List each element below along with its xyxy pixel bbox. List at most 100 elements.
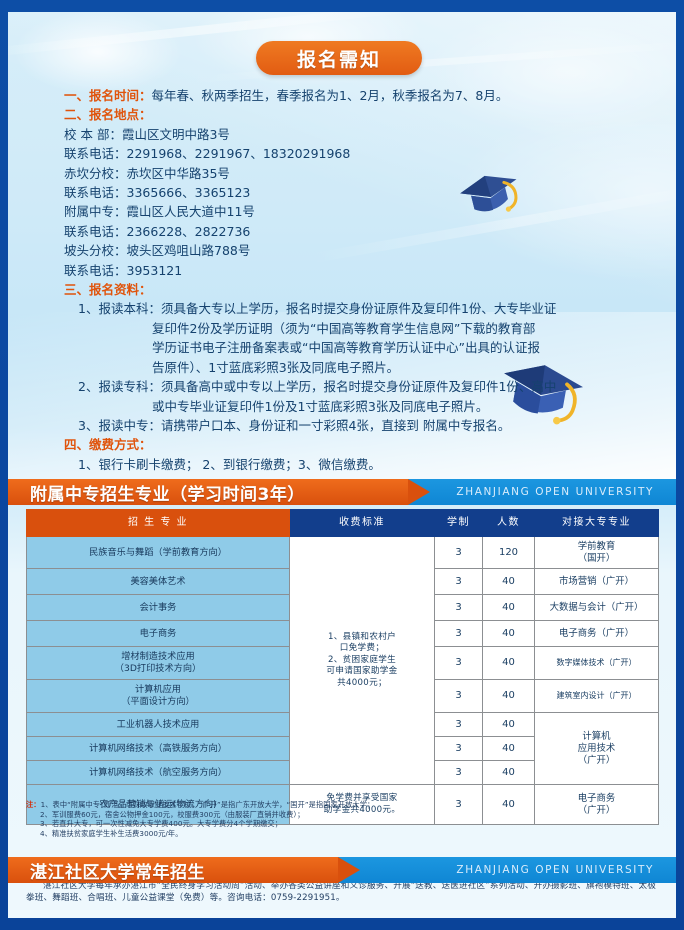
note-item: 2、军训服费60元，宿舍公物押金100元，校服费300元（由服装厂直销并收费）； — [40, 809, 305, 819]
table-row: 美容美体艺术 3 40 市场营销（广开） — [26, 568, 659, 595]
page-title-badge: 报名需知 — [256, 41, 422, 75]
cell-years: 3 — [434, 594, 483, 621]
cell-count: 40 — [482, 736, 535, 761]
note-item: 4、精准扶贫家庭学生补生活费3000元/年。 — [40, 828, 183, 838]
cell-years: 3 — [434, 736, 483, 761]
table-row: 会计事务 3 40 大数据与会计（广开） — [26, 594, 659, 621]
notice-heading-materials: 三、报名资料： — [64, 282, 152, 298]
cell-years: 3 — [434, 679, 483, 713]
material-line: 3、报读中专：请携带户口本、身份证和一寸彩照4张，直接到 附属中专报名。 — [78, 417, 511, 433]
notes-label: 注： — [26, 800, 41, 809]
cell-major: 会计事务 — [26, 594, 290, 621]
col-header-count: 人数 — [482, 509, 535, 537]
table-row: 农产品营销与储运(物流方向) 免学费并享受国家 助学金共4000元。 3 40 … — [26, 784, 659, 825]
col-header-years: 学制 — [434, 509, 483, 537]
cell-partner: 电子商务 （广开） — [534, 784, 659, 825]
cell-count: 40 — [482, 760, 535, 785]
cell-count: 40 — [482, 594, 535, 621]
banner-orange-bg — [8, 857, 338, 883]
note-item: 1、表中“附属中专”即湛江市财政职业技术学校，“广开”是指广东开放大学，“国开”… — [40, 800, 375, 809]
cell-count: 40 — [482, 712, 535, 737]
bottom-strip — [8, 915, 676, 918]
table-header-row: 招 生 专 业 收费标准 学制 人数 对接大专专业 — [26, 509, 659, 537]
banner-title: 湛江社区大学常年招生 — [30, 862, 205, 883]
location-value: 3365666、3365123 — [126, 185, 251, 201]
location-value: 2366228、2822736 — [126, 223, 251, 239]
location-label: 附属中专： — [64, 204, 127, 220]
material-line: 2、报读专科：须具备高中或中专以上学历，报名时提交身份证原件及复印件1份、高中 — [78, 379, 557, 395]
table-row: 电子商务 3 40 电子商务（广开） — [26, 620, 659, 647]
cell-major: 增材制造技术应用 （3D打印技术方向） — [26, 646, 290, 680]
cell-count: 40 — [482, 679, 535, 713]
banner-arrow-icon — [408, 479, 430, 505]
banner-english: ZHANJIANG OPEN UNIVERSITY — [456, 864, 654, 876]
location-value: 坡头区鸡咀山路788号 — [126, 243, 251, 259]
notice-time-value: 每年春、秋两季招生，春季报名为1、2月，秋季报名为7、8月。 — [151, 88, 509, 103]
cell-count: 40 — [482, 646, 535, 680]
location-label: 赤坎分校： — [64, 165, 127, 181]
cell-count: 40 — [482, 620, 535, 647]
table-row: 民族音乐与舞蹈（学前教育方向） 1、县镇和农村户 口免学费； 2、贫困家庭学生 … — [26, 536, 659, 785]
cell-fee-main: 1、县镇和农村户 口免学费； 2、贫困家庭学生 可申请国家助学金 共4000元； — [289, 536, 435, 785]
banner-arrow-icon — [338, 857, 360, 883]
cell-major: 美容美体艺术 — [26, 568, 290, 595]
cell-years: 3 — [434, 568, 483, 595]
cell-years: 3 — [434, 620, 483, 647]
cell-partner-group: 计算机 应用技术 （广开） — [534, 712, 659, 785]
table-row: 增材制造技术应用 （3D打印技术方向） 3 40 数字媒体技术（广开） — [26, 646, 659, 680]
section-banner-community: 湛江社区大学常年招生 ZHANJIANG OPEN UNIVERSITY — [8, 857, 676, 883]
notice-heading-payment: 四、缴费方式： — [64, 437, 152, 453]
cell-fee-last: 免学费并享受国家 助学金共4000元。 — [289, 784, 435, 825]
material-line: 学历证书电子注册备案表或“中国高等教育学历认证中心”出具的认证报 — [152, 340, 540, 356]
location-value: 2291968、2291967、18320291968 — [126, 146, 351, 162]
cell-major: 计算机应用 （平面设计方向） — [26, 679, 290, 713]
col-header-partner: 对接大专专业 — [534, 509, 659, 537]
majors-table: 招 生 专 业 收费标准 学制 人数 对接大专专业 民族音乐与舞蹈（学前教育方向… — [26, 509, 659, 825]
cell-years: 3 — [434, 712, 483, 737]
location-value: 3953121 — [126, 262, 183, 278]
table-row: 计算机应用 （平面设计方向） 3 40 建筑室内设计（广开） — [26, 679, 659, 713]
cell-major: 计算机网络技术（高铁服务方向） — [26, 736, 290, 761]
location-value: 霞山区人民大道中11号 — [126, 204, 255, 220]
page-title: 报名需知 — [296, 48, 381, 71]
location-label: 联系电话： — [64, 146, 127, 162]
banner-english: ZHANJIANG OPEN UNIVERSITY — [456, 486, 654, 498]
note-item: 3、若直升大专，可一次性减免大专学费400元。大专学费分4个学期缴交； — [40, 819, 282, 829]
notice-heading-time: 一、报名时间： — [64, 88, 152, 103]
material-line: 或中专毕业证复印件1份及1寸蓝底彩照3张及同底电子照片。 — [152, 398, 489, 414]
cell-count: 40 — [482, 568, 535, 595]
cell-years: 3 — [434, 784, 483, 825]
col-header-fee: 收费标准 — [289, 509, 435, 537]
community-description: 湛江社区大学每年承办湛江市“全民终身学习活动周”活动、举办各类公益讲座和义诊服务… — [26, 880, 656, 904]
col-header-major: 招 生 专 业 — [26, 509, 290, 537]
cell-major: 工业机器人技术应用 — [26, 712, 290, 737]
cell-major: 电子商务 — [26, 620, 290, 647]
cell-major: 农产品营销与储运(物流方向) — [26, 784, 290, 825]
location-label: 校 本 部： — [64, 126, 122, 142]
cell-years: 3 — [434, 536, 483, 569]
cell-count: 40 — [482, 784, 535, 825]
cell-years: 3 — [434, 760, 483, 785]
table-notes: 注：1、表中“附属中专”即湛江市财政职业技术学校，“广开”是指广东开放大学，“国… — [26, 800, 666, 838]
location-value: 霞山区文明中路3号 — [121, 126, 230, 142]
table-row: 计算机网络技术（航空服务方向） 3 40 — [26, 760, 659, 785]
location-value: 赤坎区中华路35号 — [126, 165, 230, 181]
banner-title: 附属中专招生专业（学习时间3年） — [30, 484, 305, 505]
cell-partner: 建筑室内设计（广开） — [534, 679, 659, 713]
banner-orange-bg — [8, 479, 408, 505]
cell-partner: 电子商务（广开） — [534, 620, 659, 647]
cell-major: 民族音乐与舞蹈（学前教育方向） — [26, 536, 290, 569]
location-label: 联系电话： — [64, 185, 127, 201]
cell-count: 120 — [482, 536, 535, 569]
cell-partner: 学前教育 （国开） — [534, 536, 659, 569]
table-row: 工业机器人技术应用 3 40 计算机 应用技术 （广开） — [26, 712, 659, 785]
material-line: 复印件2份及学历证明（须为“中国高等教育学生信息网”下载的教育部 — [152, 320, 536, 336]
location-label: 坡头分校： — [64, 243, 127, 259]
cell-partner: 市场营销（广开） — [534, 568, 659, 595]
location-label: 联系电话： — [64, 262, 127, 278]
cell-partner: 大数据与会计（广开） — [534, 594, 659, 621]
section-banner-majors: 附属中专招生专业（学习时间3年） ZHANJIANG OPEN UNIVERSI… — [8, 479, 676, 505]
notice-heading-place: 二、报名地点： — [64, 107, 152, 123]
table-row: 计算机网络技术（高铁服务方向） 3 40 — [26, 736, 659, 761]
